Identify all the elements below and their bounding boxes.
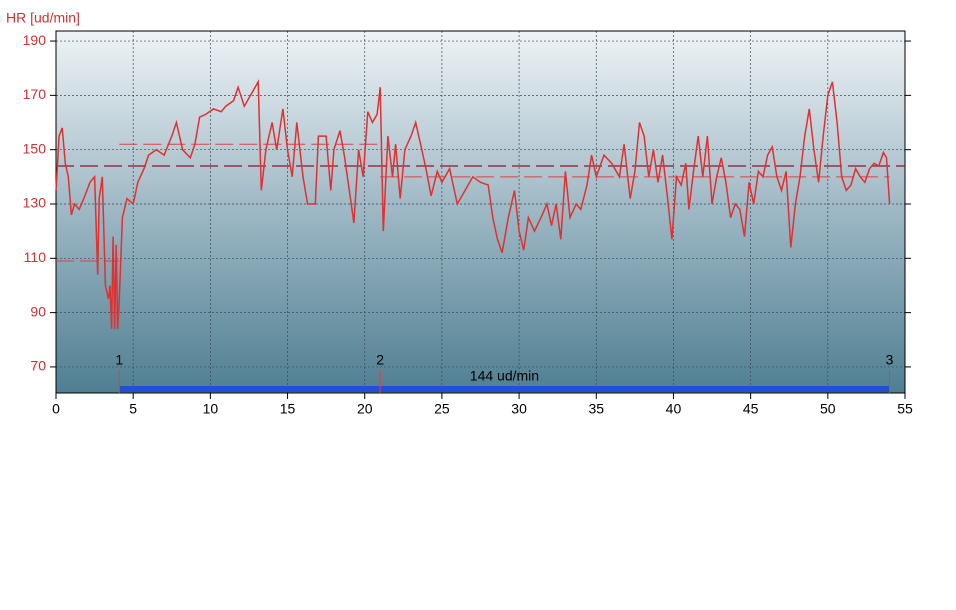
y-tick-label: 110 — [24, 249, 47, 265]
x-tick-label: 30 — [511, 401, 527, 417]
y-tick-label: 190 — [23, 32, 47, 48]
x-tick-label: 15 — [280, 401, 296, 417]
laps-bar — [119, 386, 890, 392]
y-tick-label: 90 — [30, 303, 46, 319]
lap-label: 1 — [115, 352, 123, 368]
y-tick-label: 170 — [23, 86, 47, 102]
y-tick-label: 70 — [30, 358, 46, 374]
x-tick-label: 0 — [52, 401, 60, 417]
y-tick-label: 150 — [23, 140, 47, 156]
average-label: 144 ud/min — [470, 368, 539, 384]
plot-frame — [55, 30, 906, 394]
x-tick-label: 10 — [203, 401, 219, 417]
x-tick-label: 5 — [129, 401, 137, 417]
hr-line — [55, 79, 891, 329]
x-tick-label: 20 — [357, 401, 373, 417]
y-axis-label: HR [ud/min] — [6, 10, 80, 26]
y-tick-label: 130 — [23, 195, 47, 211]
x-tick-label: 35 — [588, 401, 604, 417]
x-tick-label: 55 — [897, 401, 913, 417]
plot-background — [56, 31, 905, 393]
x-tick-label: 50 — [820, 401, 836, 417]
x-tick-label: 40 — [666, 401, 682, 417]
x-tick-label: 45 — [743, 401, 759, 417]
x-tick-label: 25 — [434, 401, 450, 417]
lap-label: 2 — [376, 352, 384, 368]
lap-label: 3 — [886, 352, 894, 368]
